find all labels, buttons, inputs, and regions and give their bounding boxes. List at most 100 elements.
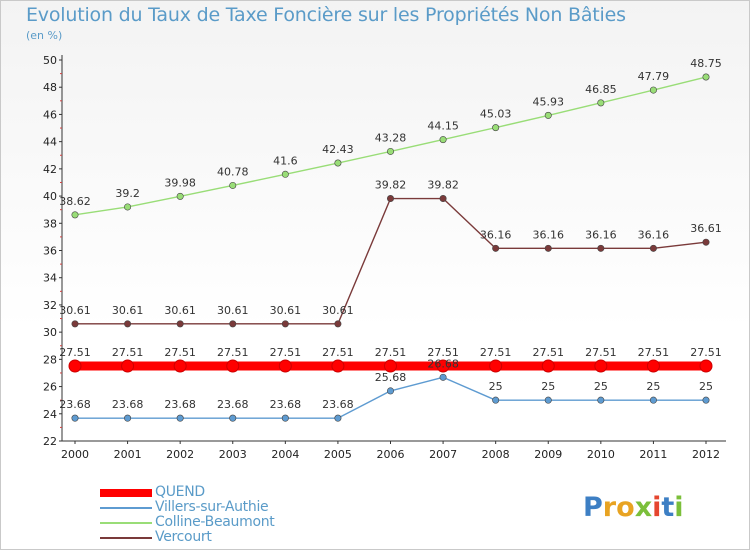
data-point-colline-beaumont — [124, 203, 132, 211]
x-tick-label: 2004 — [271, 448, 299, 461]
data-label-vercourt: 30.61 — [270, 304, 302, 317]
data-point-villers-sur-authie — [439, 373, 447, 381]
legend: QUEND Villers-sur-Authie Colline-Beaumont V… — [100, 484, 275, 545]
data-point-colline-beaumont — [544, 111, 552, 119]
legend-item: Villers-sur-Authie — [100, 499, 274, 515]
legend-label: QUEND — [155, 484, 205, 500]
x-tick-label: 2012 — [692, 448, 720, 461]
x-tick-label: 2008 — [482, 448, 510, 461]
data-label-quend: 27.51 — [164, 346, 196, 359]
data-label-quend: 27.51 — [427, 346, 459, 359]
data-label-colline-beaumont: 40.78 — [217, 165, 249, 178]
legend-item: Vercourt — [100, 529, 274, 545]
data-point-vercourt — [386, 195, 394, 203]
data-point-colline-beaumont — [597, 99, 605, 107]
data-point-vercourt — [334, 320, 342, 328]
data-point-vercourt — [71, 320, 79, 328]
data-point-quend — [594, 359, 608, 373]
data-label-villers-sur-authie: 26.68 — [427, 357, 459, 370]
data-point-vercourt — [492, 244, 500, 252]
legend-swatch — [100, 521, 152, 524]
data-label-villers-sur-authie: 25 — [646, 380, 660, 393]
x-tick-label: 2000 — [61, 448, 89, 461]
y-tick-label: 34 — [43, 272, 57, 285]
data-label-colline-beaumont: 39.98 — [164, 176, 196, 189]
data-label-quend: 27.51 — [480, 346, 512, 359]
x-tick-label: 2006 — [377, 448, 405, 461]
y-tick-label: 48 — [43, 81, 57, 94]
data-point-colline-beaumont — [281, 170, 289, 178]
y-tick-label: 24 — [43, 408, 57, 421]
data-label-colline-beaumont: 44.15 — [427, 120, 459, 133]
data-label-quend: 27.51 — [217, 346, 249, 359]
data-point-villers-sur-authie — [281, 414, 289, 422]
logo-letter: r — [602, 492, 617, 523]
data-label-vercourt: 36.16 — [638, 228, 670, 241]
y-tick-label: 38 — [43, 217, 57, 230]
logo-letter: i — [652, 492, 662, 523]
data-label-quend: 27.51 — [638, 346, 670, 359]
data-label-villers-sur-authie: 25 — [594, 380, 608, 393]
y-tick-label: 32 — [43, 299, 57, 312]
data-point-villers-sur-authie — [702, 396, 710, 404]
data-label-colline-beaumont: 41.6 — [273, 154, 298, 167]
legend-swatch — [100, 488, 152, 497]
data-label-villers-sur-authie: 23.68 — [112, 398, 144, 411]
data-point-colline-beaumont — [386, 147, 394, 155]
data-point-quend — [384, 359, 397, 373]
data-labels-layer: 38.62 39.2 39.98 40.78 41.6 42.43 43.28 44.15 45… — [59, 57, 722, 411]
data-point-colline-beaumont — [649, 86, 657, 94]
legend-item: Colline-Beaumont — [100, 514, 275, 530]
chart-title: Evolution du Taux de Taxe Foncière sur l… — [26, 4, 626, 26]
data-label-villers-sur-authie: 25 — [699, 380, 713, 393]
legend-label: Villers-sur-Authie — [155, 499, 269, 515]
y-tick-label: 26 — [43, 381, 57, 394]
data-point-villers-sur-authie — [492, 396, 500, 404]
logo-letter: x — [634, 492, 653, 523]
data-label-vercourt: 30.61 — [217, 304, 249, 317]
y-tick-label: 28 — [43, 353, 57, 366]
data-label-villers-sur-authie: 23.68 — [164, 398, 196, 411]
data-point-quend — [331, 359, 345, 373]
data-point-quend — [489, 359, 503, 373]
data-point-quend — [436, 359, 450, 373]
data-label-quend: 27.51 — [375, 346, 407, 359]
data-label-villers-sur-authie: 23.68 — [59, 398, 91, 411]
data-point-quend — [226, 359, 240, 373]
data-label-colline-beaumont: 39.2 — [115, 187, 140, 200]
proxiti-logo: Proxiti — [583, 492, 684, 523]
data-point-quend — [278, 359, 292, 373]
data-label-colline-beaumont: 38.62 — [59, 195, 91, 208]
y-tick-label: 44 — [43, 136, 57, 149]
data-label-vercourt: 30.61 — [112, 304, 144, 317]
data-label-quend: 27.51 — [690, 346, 722, 359]
data-label-quend: 27.51 — [59, 346, 91, 359]
y-tick-label: 30 — [43, 326, 57, 339]
data-point-villers-sur-authie — [649, 396, 657, 404]
data-point-villers-sur-authie — [71, 414, 79, 422]
data-point-vercourt — [544, 244, 552, 252]
data-point-quend — [541, 359, 555, 373]
data-label-colline-beaumont: 45.03 — [480, 108, 512, 121]
y-tick-label: 36 — [43, 245, 57, 258]
data-label-villers-sur-authie: 23.68 — [322, 398, 354, 411]
data-label-vercourt: 30.61 — [164, 304, 196, 317]
legend-label: Colline-Beaumont — [155, 514, 275, 530]
data-point-vercourt — [124, 320, 132, 328]
data-point-vercourt — [597, 244, 605, 252]
y-tick-label: 40 — [43, 190, 57, 203]
data-label-vercourt: 30.61 — [59, 304, 91, 317]
data-label-villers-sur-authie: 23.68 — [270, 398, 302, 411]
legend-item: QUEND — [100, 484, 274, 500]
data-point-vercourt — [176, 320, 184, 328]
data-point-colline-beaumont — [176, 192, 184, 200]
logo-letter: o — [616, 492, 635, 523]
x-tick-label: 2005 — [324, 448, 352, 461]
data-point-colline-beaumont — [229, 181, 237, 189]
data-label-colline-beaumont: 45.93 — [533, 95, 565, 108]
y-tick-label: 22 — [43, 435, 57, 448]
data-point-villers-sur-authie — [229, 414, 237, 422]
data-point-colline-beaumont — [439, 136, 447, 144]
data-point-villers-sur-authie — [544, 396, 552, 404]
